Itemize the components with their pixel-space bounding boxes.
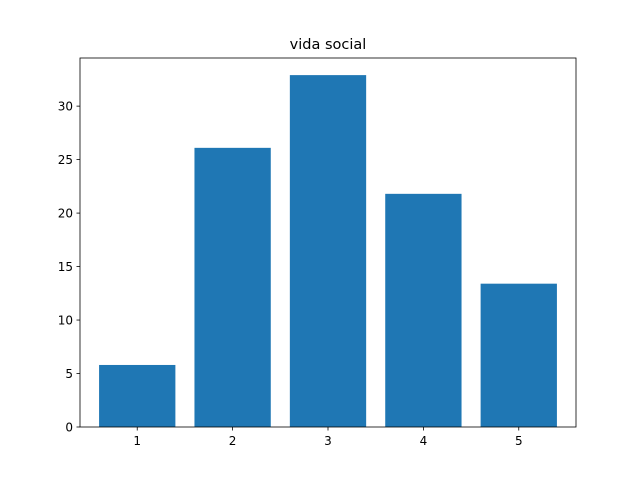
x-tick-label-5: 5 (515, 434, 523, 448)
bar-3 (289, 75, 367, 428)
y-tick-label-25: 25 (58, 153, 73, 167)
bar-1 (99, 364, 176, 427)
bar-5 (480, 283, 557, 427)
y-tick-label-30: 30 (58, 100, 73, 114)
x-tick-label-4: 4 (420, 434, 428, 448)
y-tick-label-15: 15 (58, 260, 73, 274)
x-tick-label-1: 1 (133, 434, 141, 448)
chart-title: vida social (290, 37, 367, 53)
axes-layer: 1 2 3 4 5 0 5 10 15 20 25 30 (58, 57, 577, 448)
y-tick-label-0: 0 (65, 421, 73, 435)
bar-2 (194, 147, 271, 427)
x-tick-label-3: 3 (324, 434, 332, 448)
x-tick-label-2: 2 (229, 434, 237, 448)
y-tick-label-10: 10 (58, 314, 73, 328)
y-tick-label-5: 5 (65, 367, 73, 381)
bars-layer (99, 75, 557, 428)
y-tick-label-20: 20 (58, 207, 73, 221)
bar-4 (385, 193, 462, 427)
